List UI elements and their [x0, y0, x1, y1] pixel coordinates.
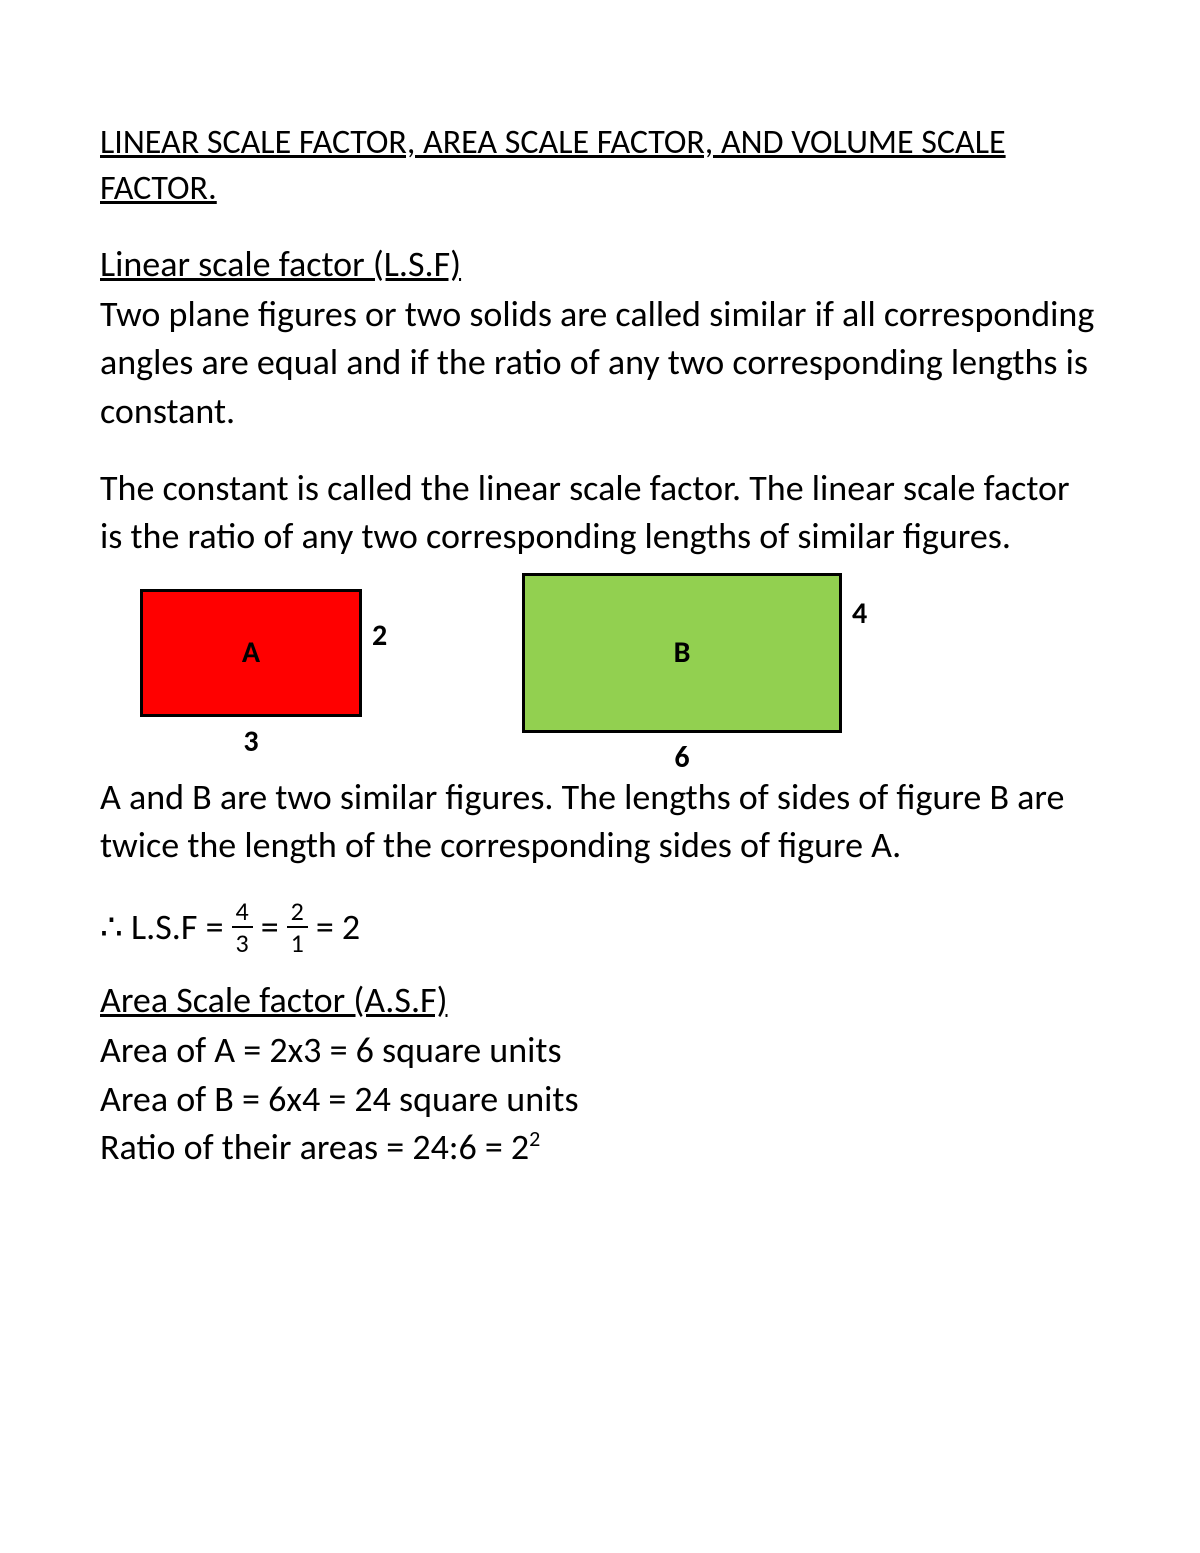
lsf-eq-result: = 2: [316, 905, 360, 949]
lsf-frac-2: 2 1: [287, 898, 308, 956]
lsf-heading: Linear scale factor (L.S.F): [100, 242, 1100, 286]
figure-b-wrapper: B 4 6: [522, 573, 842, 733]
document-page: LINEAR SCALE FACTOR, AREA SCALE FACTOR, …: [0, 0, 1200, 1553]
similar-figures-paragraph: A and B are two similar figures. The len…: [100, 773, 1100, 870]
lsf-eq-sign-1: =: [261, 905, 279, 949]
figures-row: A 2 3 B 4 6: [140, 589, 1100, 733]
lsf-frac-1: 4 3: [232, 898, 253, 956]
lsf-frac1-num: 4: [232, 898, 253, 926]
main-title: LINEAR SCALE FACTOR, AREA SCALE FACTOR, …: [100, 120, 1100, 212]
asf-line3-exponent: 2: [529, 1125, 540, 1152]
lsf-equation: ∴ L.S.F = 4 3 = 2 1 = 2: [100, 898, 1100, 956]
figure-a-height-label: 2: [372, 617, 387, 654]
lsf-paragraph-2: The constant is called the linear scale …: [100, 464, 1100, 561]
figure-a-label: A: [242, 634, 260, 671]
figure-b-height-label: 4: [852, 595, 867, 632]
asf-line-3: Ratio of their areas = 24:6 = 22: [100, 1123, 1100, 1172]
asf-line3-text: Ratio of their areas = 24:6 = 2: [100, 1125, 529, 1169]
figure-b-width-label: 6: [674, 739, 689, 776]
asf-heading: Area Scale factor (A.S.F): [100, 978, 1100, 1022]
figure-a-wrapper: A 2 3: [140, 589, 362, 717]
lsf-frac1-den: 3: [232, 926, 253, 956]
asf-line-1: Area of A = 2x3 = 6 square units: [100, 1026, 1100, 1075]
lsf-paragraph-1: Two plane figures or two solids are call…: [100, 290, 1100, 436]
lsf-eq-prefix: ∴ L.S.F =: [100, 905, 224, 949]
figure-b-label: B: [674, 634, 691, 671]
figure-a-width-label: 3: [243, 723, 258, 760]
lsf-frac2-den: 1: [287, 926, 308, 956]
lsf-frac2-num: 2: [287, 898, 308, 926]
figure-a-rect: A: [140, 589, 362, 717]
asf-line-2: Area of B = 6x4 = 24 square units: [100, 1075, 1100, 1124]
figure-b-rect: B: [522, 573, 842, 733]
